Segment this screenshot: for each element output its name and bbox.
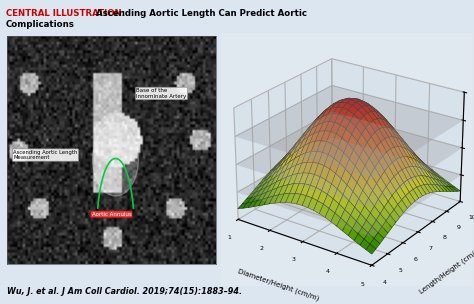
Ellipse shape (92, 123, 138, 196)
Text: Aortic Annulus: Aortic Annulus (91, 212, 131, 217)
Text: Base of the
Innominate Artery: Base of the Innominate Artery (137, 88, 187, 99)
Text: Complications: Complications (6, 20, 74, 29)
Text: Ascending Aortic Length
Measurement: Ascending Aortic Length Measurement (13, 150, 78, 161)
Y-axis label: Length/Height (cm/m): Length/Height (cm/m) (418, 244, 474, 295)
Text: CENTRAL ILLUSTRATION:: CENTRAL ILLUSTRATION: (6, 9, 125, 18)
X-axis label: Diameter/Height (cm/m): Diameter/Height (cm/m) (237, 268, 320, 302)
Text: Ascending Aortic Length Can Predict Aortic: Ascending Aortic Length Can Predict Aort… (93, 9, 307, 18)
Text: Wu, J. et al. J Am Coll Cardiol. 2019;74(15):1883–94.: Wu, J. et al. J Am Coll Cardiol. 2019;74… (7, 287, 242, 295)
